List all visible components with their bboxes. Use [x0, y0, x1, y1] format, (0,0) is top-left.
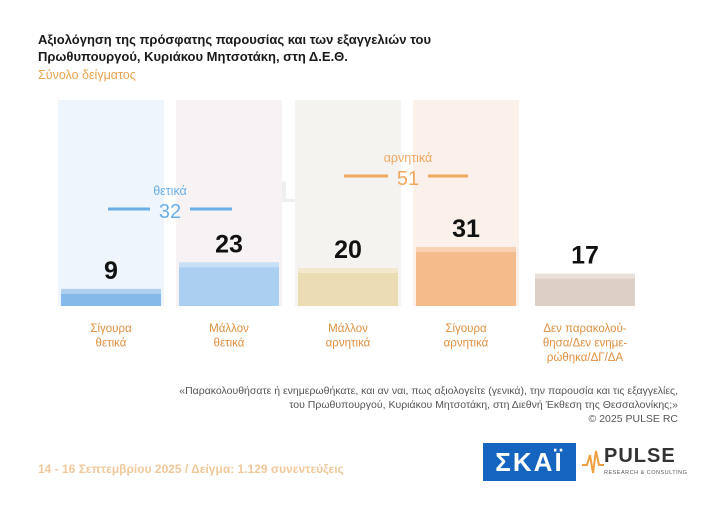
pulse-logo-tagline: RESEARCH & CONSULTING	[604, 470, 688, 476]
survey-question: «Παρακολουθήσατε ή ενημερωθήκατε, και αν…	[80, 384, 678, 426]
bar	[179, 262, 279, 306]
bar-highlight	[179, 262, 279, 268]
bar-highlight	[535, 273, 635, 279]
chart-title: Αξιολόγηση της πρόσφατης παρουσίας και τ…	[38, 31, 598, 65]
category-label: Μάλλον θετικά	[209, 323, 249, 350]
bar	[298, 268, 398, 306]
data-label: 17	[571, 242, 599, 270]
category-label-line: Σίγουρα	[445, 323, 487, 335]
data-label: 23	[215, 230, 243, 258]
chart-subtitle: Σύνολο δείγματος	[38, 68, 136, 82]
question-line-1: «Παρακολουθήσατε ή ενημερωθήκατε, και αν…	[179, 385, 678, 397]
group-total: 51	[397, 168, 419, 190]
category-label: Σίγουρα θετικά	[90, 323, 132, 350]
category-label-line: Μάλλον	[328, 323, 368, 335]
pulse-logo-word: PULSE	[604, 445, 676, 467]
data-label: 9	[104, 257, 118, 285]
pulse-wave-icon	[582, 450, 604, 474]
bar	[535, 273, 635, 306]
category-label: Σίγουρα αρνητικά	[444, 323, 489, 350]
question-line-2: του Πρωθυπουργού, Κυριάκου Μητσοτάκη, στ…	[289, 399, 678, 411]
category-label-line: αρνητικά	[444, 338, 489, 350]
bar-highlight	[416, 247, 516, 253]
group-label: αρνητικά	[384, 151, 433, 165]
skai-logo: ΣΚΑΪ	[483, 443, 576, 481]
title-line-2: Πρωθυπουργού, Κυριάκου Μητσοτάκη, στη Δ.…	[38, 49, 348, 64]
category-label-line: ρώθηκα/ΔΓ/ΔΑ	[547, 352, 624, 364]
category-label-line: Σίγουρα	[90, 323, 132, 335]
category-label-line: θετικά	[214, 338, 245, 350]
category-label-line: αρνητικά	[326, 338, 371, 350]
group-label: θετικά	[153, 184, 187, 198]
data-label: 31	[452, 215, 480, 243]
category-label-line: Δεν παρακολού-	[543, 323, 626, 335]
category-label-line: θησα/Δεν ενημε-	[543, 338, 628, 350]
copyright: © 2025 PULSE RC	[588, 413, 678, 425]
bar-highlight	[298, 268, 398, 273]
category-label: Μάλλον αρνητικά	[326, 323, 371, 350]
category-label-line: θετικά	[96, 338, 127, 350]
category-label: Δεν παρακολού-θησα/Δεν ενημε-ρώθηκα/ΔΓ/Δ…	[543, 323, 628, 364]
group-total: 32	[159, 201, 181, 223]
column-background	[532, 100, 638, 306]
pulse-logo: PULSE RESEARCH & CONSULTING	[582, 443, 687, 483]
bar	[61, 288, 161, 306]
title-line-1: Αξιολόγηση της πρόσφατης παρουσίας και τ…	[38, 32, 432, 47]
data-label: 20	[334, 236, 362, 264]
bar-highlight	[61, 288, 161, 294]
column-background	[58, 100, 164, 306]
bar	[416, 247, 516, 306]
category-label-line: Μάλλον	[209, 323, 249, 335]
survey-dates-sample: 14 - 16 Σεπτεμβρίου 2025 / Δείγμα: 1.129…	[38, 462, 344, 476]
